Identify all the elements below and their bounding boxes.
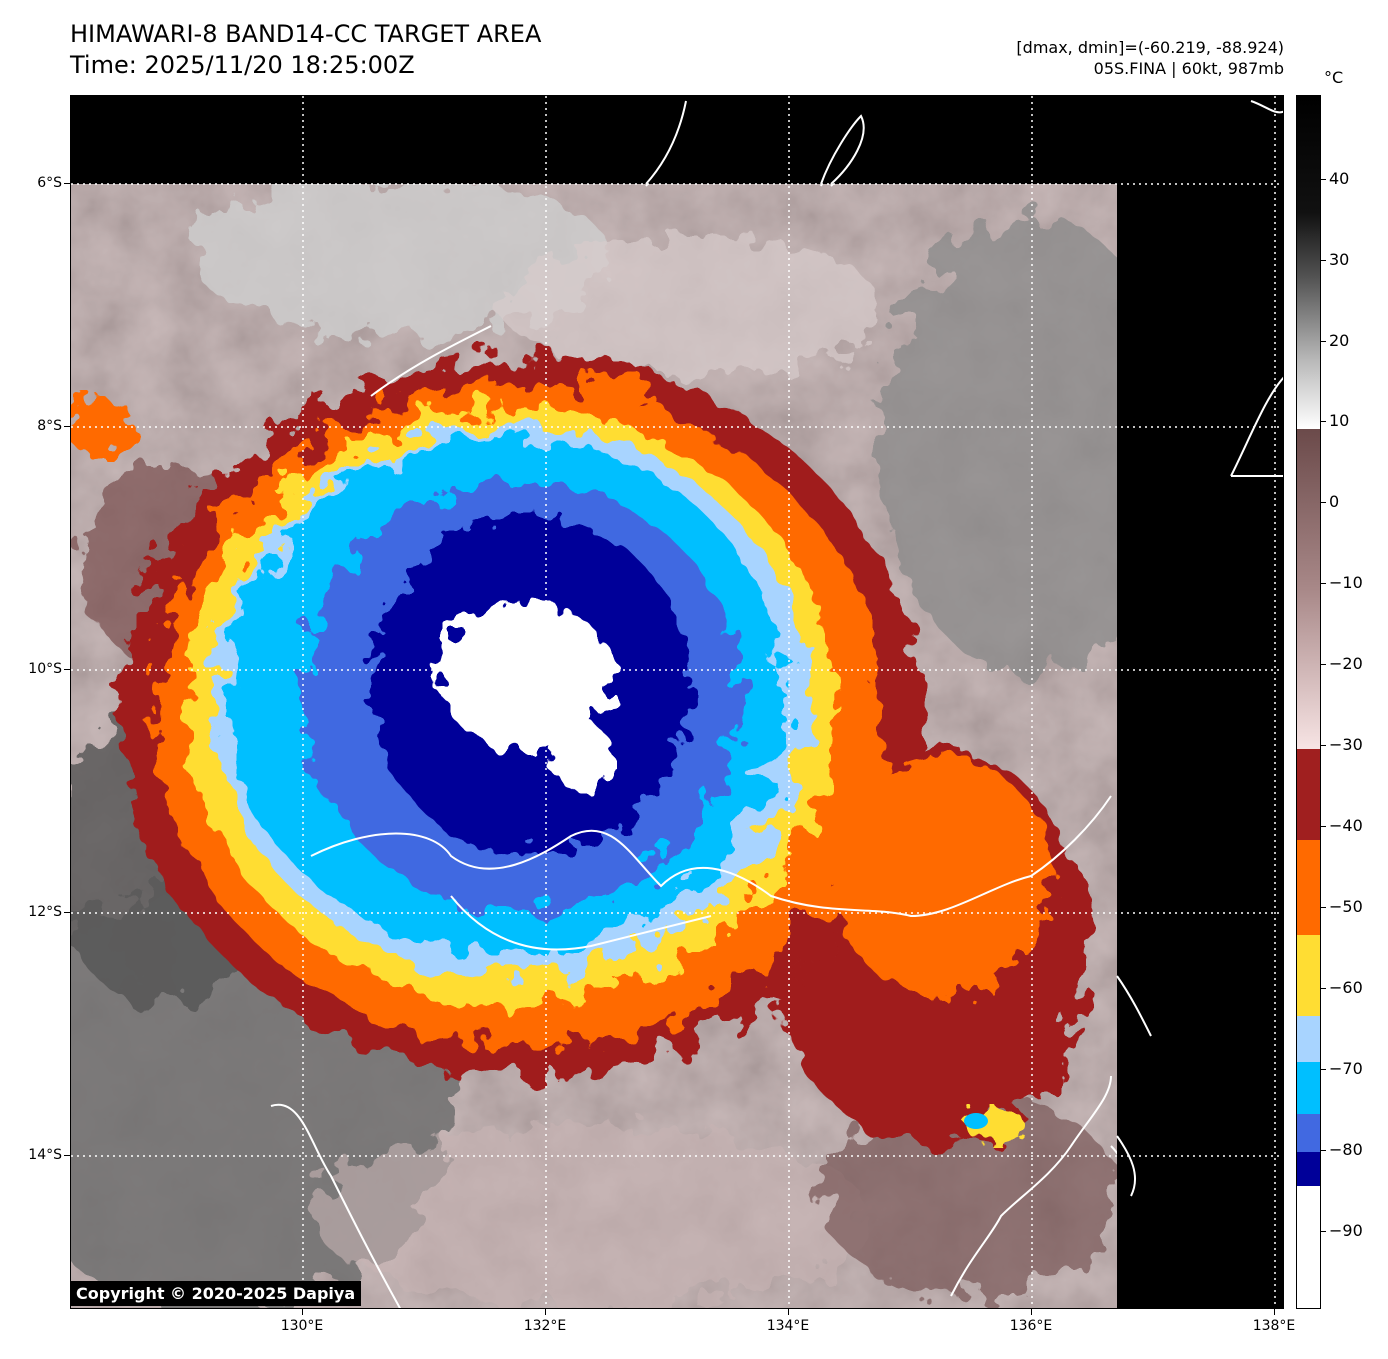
colorbar-tick bbox=[1321, 907, 1326, 908]
colorbar-gray-segment bbox=[1297, 96, 1320, 429]
lat-label-8s: 8°S bbox=[37, 418, 62, 434]
gridlines bbox=[71, 96, 1283, 1308]
coastlines-in-black bbox=[645, 100, 1283, 1197]
chart-time: Time: 2025/11/20 18:25:00Z bbox=[70, 51, 415, 79]
lon-tick bbox=[545, 1309, 546, 1315]
lon-tick bbox=[302, 1309, 303, 1315]
colorbar-tick bbox=[1321, 826, 1326, 827]
lat-label-12s: 12°S bbox=[28, 904, 62, 920]
satellite-image-svg bbox=[71, 96, 1283, 1308]
colorbar-darkred-segment bbox=[1297, 749, 1320, 840]
colorbar-tick-label: 0 bbox=[1329, 492, 1340, 511]
lon-label-130e: 130°E bbox=[280, 1318, 324, 1334]
colorbar-brown-segment bbox=[1297, 429, 1320, 749]
colorbar-tick-label: −50 bbox=[1329, 897, 1363, 916]
colorbar-svg bbox=[1297, 96, 1320, 1308]
lat-tick bbox=[64, 669, 70, 670]
lon-label-136e: 136°E bbox=[1009, 1318, 1053, 1334]
colorbar-tick-label: −80 bbox=[1329, 1140, 1363, 1159]
colorbar-tick-label: 10 bbox=[1329, 411, 1350, 430]
range-info: [dmax, dmin]=(-60.219, -88.924) bbox=[1016, 38, 1284, 57]
storm-cloud-bands bbox=[71, 356, 1091, 1146]
colorbar-tick-label: −70 bbox=[1329, 1059, 1363, 1078]
copyright-label: Copyright © 2020-2025 Dapiya bbox=[70, 1281, 362, 1306]
lat-tick bbox=[64, 1155, 70, 1156]
colorbar-tick bbox=[1321, 1150, 1326, 1151]
colorbar-orange-segment bbox=[1297, 840, 1320, 935]
lat-tick bbox=[64, 426, 70, 427]
colorbar-tick bbox=[1321, 341, 1326, 342]
colorbar bbox=[1296, 95, 1321, 1309]
colorbar-tick bbox=[1321, 1069, 1326, 1070]
colorbar-unit: °C bbox=[1324, 68, 1344, 87]
lon-label-138e: 138°E bbox=[1252, 1318, 1296, 1334]
lat-tick bbox=[64, 183, 70, 184]
colorbar-royalblue-segment bbox=[1297, 1114, 1320, 1152]
lat-label-10s: 10°S bbox=[28, 661, 62, 677]
lon-label-134e: 134°E bbox=[766, 1318, 810, 1334]
lon-tick bbox=[788, 1309, 789, 1315]
colorbar-tick-label: −40 bbox=[1329, 816, 1363, 835]
colorbar-tick-label: −30 bbox=[1329, 735, 1363, 754]
colorbar-tick-label: 40 bbox=[1329, 169, 1350, 188]
storm-info: 05S.FINA | 60kt, 987mb bbox=[1093, 59, 1284, 78]
colorbar-tick bbox=[1321, 502, 1326, 503]
lat-tick bbox=[64, 912, 70, 913]
colorbar-tick bbox=[1321, 179, 1326, 180]
colorbar-tick-label: −20 bbox=[1329, 654, 1363, 673]
colorbar-tick bbox=[1321, 1231, 1326, 1232]
colorbar-lightblue-segment bbox=[1297, 1016, 1320, 1062]
colorbar-tick-label: −60 bbox=[1329, 978, 1363, 997]
colorbar-tick bbox=[1321, 583, 1326, 584]
chart-title: HIMAWARI-8 BAND14-CC TARGET AREA bbox=[70, 20, 542, 48]
colorbar-white-segment bbox=[1297, 1186, 1320, 1308]
lon-label-132e: 132°E bbox=[523, 1318, 567, 1334]
colorbar-tick-label: −10 bbox=[1329, 573, 1363, 592]
satellite-image bbox=[70, 95, 1284, 1309]
colorbar-tick bbox=[1321, 988, 1326, 989]
lat-label-14s: 14°S bbox=[28, 1147, 62, 1163]
colorbar-cyan-segment bbox=[1297, 1062, 1320, 1114]
colorbar-tick bbox=[1321, 421, 1326, 422]
lon-tick bbox=[1274, 1309, 1275, 1315]
colorbar-tick bbox=[1321, 260, 1326, 261]
image-region bbox=[71, 176, 1181, 1308]
colorbar-tick-label: −90 bbox=[1329, 1221, 1363, 1240]
lat-label-6s: 6°S bbox=[37, 175, 62, 191]
colorbar-tick bbox=[1321, 664, 1326, 665]
colorbar-tick-label: 30 bbox=[1329, 250, 1350, 269]
colorbar-navy-segment bbox=[1297, 1152, 1320, 1186]
lon-tick bbox=[1031, 1309, 1032, 1315]
colorbar-tick bbox=[1321, 745, 1326, 746]
colorbar-tick-label: 20 bbox=[1329, 331, 1350, 350]
colorbar-yellow-segment bbox=[1297, 935, 1320, 1016]
